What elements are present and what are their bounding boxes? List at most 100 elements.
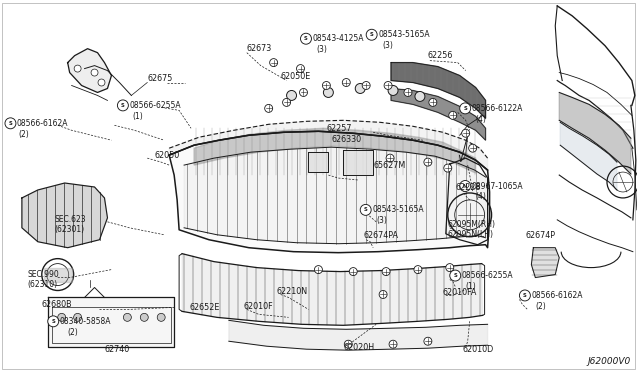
Circle shape — [58, 313, 66, 321]
Circle shape — [461, 129, 470, 137]
Text: 62228: 62228 — [456, 183, 481, 192]
Text: (1): (1) — [132, 112, 143, 121]
Polygon shape — [184, 147, 486, 244]
Text: 62010F: 62010F — [244, 302, 273, 311]
Text: 62674P: 62674P — [525, 231, 556, 240]
Circle shape — [91, 69, 98, 76]
Circle shape — [520, 290, 531, 301]
Circle shape — [124, 313, 131, 321]
Circle shape — [446, 264, 454, 272]
Circle shape — [74, 313, 81, 321]
Circle shape — [314, 266, 323, 273]
Polygon shape — [44, 267, 72, 282]
Circle shape — [301, 33, 312, 44]
Circle shape — [349, 267, 357, 276]
Circle shape — [323, 87, 333, 97]
Polygon shape — [308, 152, 328, 172]
Circle shape — [296, 65, 305, 73]
Circle shape — [157, 313, 165, 321]
Text: 62673: 62673 — [247, 44, 272, 53]
Circle shape — [386, 154, 394, 162]
Circle shape — [449, 111, 457, 119]
Text: (3): (3) — [316, 45, 327, 54]
Circle shape — [269, 59, 278, 67]
Text: 08967-1065A: 08967-1065A — [472, 182, 524, 190]
Polygon shape — [169, 131, 490, 253]
Polygon shape — [229, 320, 488, 350]
Text: 62652E: 62652E — [189, 303, 220, 312]
Circle shape — [48, 316, 59, 327]
Text: (62310): (62310) — [28, 280, 58, 289]
Polygon shape — [531, 248, 559, 278]
Circle shape — [5, 118, 16, 129]
Text: S: S — [523, 293, 527, 298]
Circle shape — [389, 340, 397, 348]
Polygon shape — [560, 122, 617, 190]
Polygon shape — [559, 93, 631, 174]
Circle shape — [342, 78, 350, 87]
Text: S: S — [370, 32, 374, 37]
Circle shape — [429, 99, 437, 106]
Text: 08543-4125A: 08543-4125A — [312, 34, 364, 43]
Polygon shape — [391, 62, 486, 118]
Text: S: S — [463, 106, 467, 111]
Text: 08566-6122A: 08566-6122A — [472, 104, 523, 113]
Text: 62010FA: 62010FA — [443, 288, 477, 297]
Text: 62020H: 62020H — [343, 343, 374, 352]
Circle shape — [460, 103, 470, 114]
Circle shape — [360, 204, 371, 215]
Text: (4): (4) — [476, 115, 486, 124]
Text: 62010D: 62010D — [463, 345, 494, 354]
Text: S: S — [51, 319, 55, 324]
Text: 62740: 62740 — [104, 345, 130, 354]
Text: (62301): (62301) — [55, 225, 85, 234]
Circle shape — [140, 313, 148, 321]
Circle shape — [382, 267, 390, 276]
Circle shape — [300, 89, 307, 96]
Polygon shape — [48, 298, 174, 347]
Circle shape — [355, 83, 365, 93]
Text: 626330: 626330 — [332, 135, 362, 144]
Text: 62095M(RH): 62095M(RH) — [448, 220, 496, 229]
Circle shape — [323, 81, 330, 90]
Circle shape — [344, 340, 352, 348]
Circle shape — [415, 92, 425, 102]
Circle shape — [117, 100, 129, 111]
Text: (3): (3) — [382, 41, 393, 50]
Polygon shape — [182, 254, 483, 325]
Circle shape — [450, 270, 461, 281]
Polygon shape — [194, 128, 476, 173]
Text: 62256: 62256 — [428, 51, 453, 60]
Circle shape — [362, 81, 370, 90]
Text: 62050E: 62050E — [280, 72, 311, 81]
Circle shape — [468, 144, 477, 152]
Text: 08340-5858A: 08340-5858A — [60, 317, 111, 326]
Circle shape — [74, 65, 81, 72]
Text: 08543-5165A: 08543-5165A — [378, 30, 429, 39]
Text: 08543-5165A: 08543-5165A — [372, 205, 424, 214]
Circle shape — [366, 29, 377, 40]
Circle shape — [460, 180, 470, 192]
Polygon shape — [169, 120, 488, 170]
Text: SEC.990: SEC.990 — [28, 270, 60, 279]
Text: (3): (3) — [376, 217, 387, 225]
Circle shape — [444, 164, 452, 172]
Circle shape — [283, 99, 291, 106]
Circle shape — [287, 90, 296, 100]
Text: 62210N: 62210N — [276, 287, 308, 296]
Text: S: S — [304, 36, 308, 41]
Polygon shape — [343, 150, 373, 175]
Text: 62675: 62675 — [147, 74, 173, 83]
Text: 08566-6255A: 08566-6255A — [461, 271, 513, 280]
Circle shape — [379, 291, 387, 298]
Text: 62674PA: 62674PA — [364, 231, 398, 240]
Circle shape — [424, 337, 432, 345]
Circle shape — [404, 89, 412, 96]
Text: 08566-6255A: 08566-6255A — [129, 101, 181, 110]
Text: 62680B: 62680B — [42, 300, 72, 309]
Text: S: S — [364, 207, 367, 212]
Text: 08566-6162A: 08566-6162A — [17, 119, 68, 128]
Text: S: S — [8, 121, 12, 126]
Circle shape — [424, 158, 432, 166]
Text: 62095N(LH): 62095N(LH) — [448, 230, 494, 239]
